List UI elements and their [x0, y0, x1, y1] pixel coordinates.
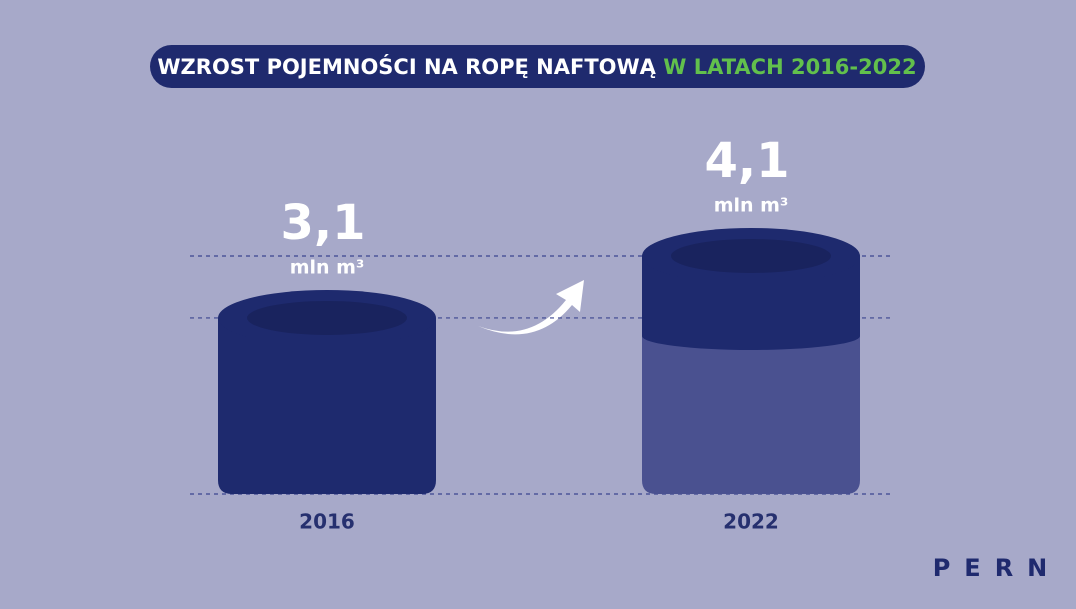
value-label: 4,1 [704, 133, 789, 189]
x-tick-label: 2022 [723, 510, 779, 534]
value-label: 3,1 [280, 195, 365, 251]
title-highlight: W LATACH 2016-2022 [663, 55, 916, 79]
cylinder-hole [671, 239, 831, 273]
growth-arrow [478, 280, 584, 335]
title-main: WZROST POJEMNOŚCI NA ROPĘ NAFTOWĄ [157, 54, 656, 79]
cylinder-body [218, 317, 436, 494]
unit-label: mln m³ [290, 256, 365, 278]
logo: PERN [933, 554, 1062, 582]
x-tick-label: 2016 [299, 510, 355, 534]
cylinder-hole [247, 300, 407, 335]
title-pill [150, 45, 925, 88]
unit-label: mln m³ [714, 195, 789, 217]
chart-title: WZROST POJEMNOŚCI NA ROPĘ NAFTOWĄ W LATA… [157, 54, 916, 79]
